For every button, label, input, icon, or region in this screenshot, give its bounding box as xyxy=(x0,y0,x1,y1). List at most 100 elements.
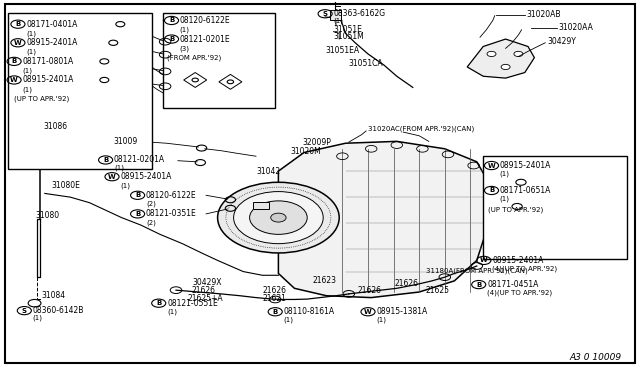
Text: 31080: 31080 xyxy=(35,211,60,220)
Circle shape xyxy=(271,213,286,222)
Text: (1): (1) xyxy=(500,196,510,202)
Text: B: B xyxy=(273,309,278,315)
Text: (2): (2) xyxy=(146,201,156,207)
Text: (UP TO APR.'92): (UP TO APR.'92) xyxy=(488,207,543,214)
Text: B: B xyxy=(12,58,17,64)
Text: 31080E: 31080E xyxy=(51,182,80,190)
Text: 08121-0551E: 08121-0551E xyxy=(167,299,218,308)
Text: 08171-0801A: 08171-0801A xyxy=(22,57,74,66)
FancyBboxPatch shape xyxy=(330,10,341,20)
Text: 31180A(FROM APR.'92)(CAN): 31180A(FROM APR.'92)(CAN) xyxy=(426,267,527,274)
Text: 08110-8161A: 08110-8161A xyxy=(284,307,335,316)
Text: (FROM APR.'92): (FROM APR.'92) xyxy=(167,54,221,61)
Text: 21626: 21626 xyxy=(357,286,381,295)
FancyBboxPatch shape xyxy=(5,4,635,363)
Text: (1): (1) xyxy=(333,18,344,25)
Text: 31020M: 31020M xyxy=(291,147,321,155)
Text: (1): (1) xyxy=(114,165,124,171)
Text: (1): (1) xyxy=(500,171,510,177)
Text: W: W xyxy=(364,309,372,315)
Text: 21626: 21626 xyxy=(262,286,287,295)
Circle shape xyxy=(218,182,339,253)
Text: 21626: 21626 xyxy=(192,286,216,295)
Text: 31009: 31009 xyxy=(113,137,138,146)
Circle shape xyxy=(234,192,323,244)
Text: B: B xyxy=(156,300,161,306)
Text: 21625+A: 21625+A xyxy=(188,294,223,303)
Text: (1): (1) xyxy=(167,308,177,315)
Text: (1): (1) xyxy=(26,30,36,37)
Text: W: W xyxy=(14,40,22,46)
Text: 31051EA: 31051EA xyxy=(325,46,359,55)
Circle shape xyxy=(514,51,523,57)
Text: 08915-2401A: 08915-2401A xyxy=(22,76,74,84)
Text: B: B xyxy=(103,157,108,163)
FancyBboxPatch shape xyxy=(483,156,627,259)
Text: 31020AA: 31020AA xyxy=(558,23,593,32)
Text: B: B xyxy=(15,21,20,27)
FancyBboxPatch shape xyxy=(163,13,275,108)
Text: B: B xyxy=(476,282,481,288)
Text: B: B xyxy=(135,211,140,217)
Text: 21625: 21625 xyxy=(426,286,450,295)
Circle shape xyxy=(487,51,496,57)
Text: 08171-0451A: 08171-0451A xyxy=(487,280,538,289)
FancyBboxPatch shape xyxy=(8,13,152,169)
Text: (1): (1) xyxy=(180,26,190,33)
Text: 31020AC(FROM APR.'92)(CAN): 31020AC(FROM APR.'92)(CAN) xyxy=(368,125,474,132)
Text: 08121-0201A: 08121-0201A xyxy=(114,155,165,164)
Text: 31051M: 31051M xyxy=(333,32,364,41)
Text: (2): (2) xyxy=(146,219,156,226)
Text: 31051CA: 31051CA xyxy=(349,59,383,68)
Text: B: B xyxy=(169,17,174,23)
Text: (1): (1) xyxy=(22,86,33,93)
Text: W: W xyxy=(10,77,18,83)
Text: 08171-0401A: 08171-0401A xyxy=(26,20,77,29)
Text: 21623: 21623 xyxy=(312,276,337,285)
Text: 32009P: 32009P xyxy=(303,138,332,147)
Text: (UP TO APR.'92): (UP TO APR.'92) xyxy=(14,95,69,102)
Polygon shape xyxy=(278,141,486,298)
Text: 08171-0651A: 08171-0651A xyxy=(500,186,551,195)
Text: 08120-6122E: 08120-6122E xyxy=(146,191,196,200)
Text: W: W xyxy=(488,163,495,169)
Text: (1): (1) xyxy=(22,67,33,74)
Text: 08121-0351E: 08121-0351E xyxy=(146,209,196,218)
Text: 31086: 31086 xyxy=(44,122,68,131)
Text: 08915-2401A: 08915-2401A xyxy=(120,172,172,181)
Text: 08360-6142B: 08360-6142B xyxy=(33,306,84,315)
FancyBboxPatch shape xyxy=(253,202,269,209)
Circle shape xyxy=(501,64,510,70)
Text: (3): (3) xyxy=(180,45,190,52)
Circle shape xyxy=(250,201,307,234)
Text: (4)(UP TO APR.'92): (4)(UP TO APR.'92) xyxy=(487,289,552,296)
Text: (1): (1) xyxy=(120,182,131,189)
Text: B: B xyxy=(135,192,140,198)
Text: 31084: 31084 xyxy=(42,291,66,300)
Polygon shape xyxy=(467,39,534,78)
Text: 30429Y: 30429Y xyxy=(547,37,576,46)
Text: 08915-2401A: 08915-2401A xyxy=(500,161,551,170)
Text: 31051E: 31051E xyxy=(333,25,362,33)
Text: B: B xyxy=(489,187,494,193)
Text: (1): (1) xyxy=(33,315,43,321)
Text: 21626: 21626 xyxy=(394,279,419,288)
Text: 08120-6122E: 08120-6122E xyxy=(180,16,230,25)
Text: B: B xyxy=(169,36,174,42)
Text: 08121-0201E: 08121-0201E xyxy=(180,35,230,44)
Text: S: S xyxy=(323,11,328,17)
Text: (4)(UP TO APR.'92): (4)(UP TO APR.'92) xyxy=(492,265,557,272)
Text: W: W xyxy=(108,174,116,180)
Text: 08915-1381A: 08915-1381A xyxy=(376,307,428,316)
Text: 08915-2401A: 08915-2401A xyxy=(492,256,543,265)
Text: (1): (1) xyxy=(376,317,387,323)
Text: 08363-6162G: 08363-6162G xyxy=(333,9,385,18)
Text: 30429X: 30429X xyxy=(192,278,221,287)
Text: S: S xyxy=(22,308,27,314)
Text: A3 0 10009: A3 0 10009 xyxy=(570,353,622,362)
Text: (1): (1) xyxy=(26,49,36,55)
Text: 31042: 31042 xyxy=(256,167,280,176)
Text: W: W xyxy=(480,257,488,263)
Text: 08915-2401A: 08915-2401A xyxy=(26,38,77,47)
Text: (1): (1) xyxy=(284,317,294,323)
